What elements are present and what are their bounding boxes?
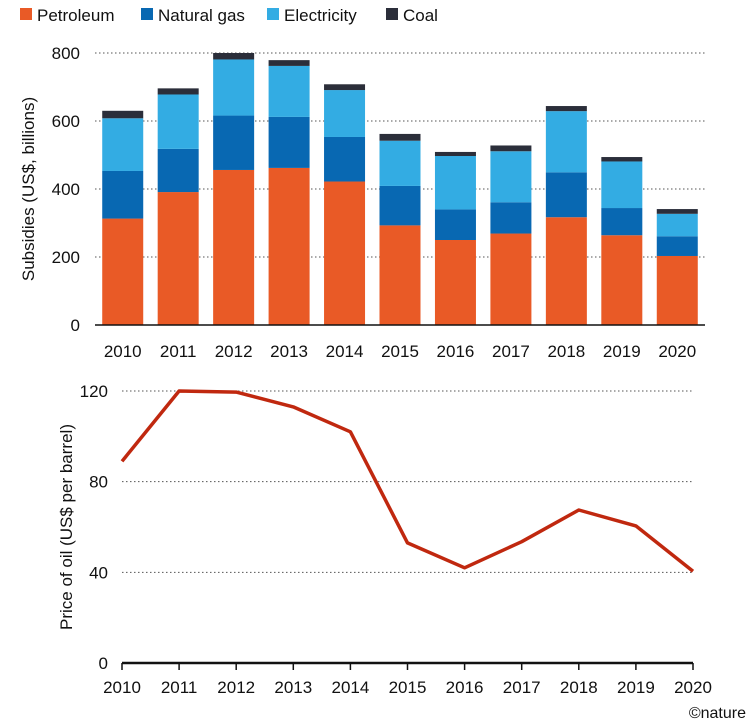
bar-natural-gas-2010 <box>102 170 144 219</box>
bar-natural-gas-2014 <box>324 136 366 182</box>
line-x-tick-labels: 2010 2011 2012 2013 2014 2015 2016 2017 2018 2019… <box>103 678 712 697</box>
bar-coal-2017 <box>490 145 532 152</box>
bar-coal-2015 <box>379 133 421 141</box>
bar-natural-gas-2015 <box>379 185 421 226</box>
bar-x-tick-label: 2013 <box>270 342 308 361</box>
bar-coal-2011 <box>157 88 199 95</box>
bar-electricity-2018 <box>545 111 587 173</box>
line-x-tick-label: 2017 <box>503 678 541 697</box>
line-y-tick-labels: 0 40 80 120 <box>80 382 108 673</box>
bar-x-tick-label: 2014 <box>326 342 364 361</box>
line-x-tick-label: 2020 <box>674 678 712 697</box>
bar-coal-2016 <box>434 151 476 157</box>
bar-x-tick-label: 2010 <box>104 342 142 361</box>
bar-y-tick-label: 400 <box>52 180 80 199</box>
bar-petroleum-2020 <box>656 255 698 325</box>
bar-petroleum-2018 <box>545 217 587 325</box>
bar-natural-gas-2017 <box>490 202 532 234</box>
bar-coal-2012 <box>213 53 255 60</box>
bar-petroleum-2014 <box>324 181 366 325</box>
legend-swatch-coal <box>386 8 398 20</box>
bar-natural-gas-2011 <box>157 148 199 193</box>
bar-electricity-2013 <box>268 65 310 117</box>
bar-x-tick-label: 2017 <box>492 342 530 361</box>
bar-x-tick-label: 2012 <box>215 342 253 361</box>
bar-petroleum-2011 <box>157 192 199 325</box>
line-x-tick-label: 2010 <box>103 678 141 697</box>
bar-coal-2013 <box>268 60 310 66</box>
legend-swatch-petroleum <box>20 8 32 20</box>
bar-petroleum-2017 <box>490 233 532 325</box>
oil-price-line <box>120 389 695 573</box>
bar-electricity-2010 <box>102 118 144 171</box>
bar-electricity-2011 <box>157 94 199 149</box>
line-x-tick-label: 2014 <box>331 678 369 697</box>
bar-series <box>102 53 698 325</box>
bar-petroleum-2019 <box>601 235 643 325</box>
bar-x-tick-label: 2020 <box>658 342 696 361</box>
line-y-tick-label: 40 <box>89 563 108 582</box>
legend-label-natural-gas: Natural gas <box>158 6 245 25</box>
legend-swatch-natural-gas <box>141 8 153 20</box>
bar-electricity-2020 <box>656 213 698 237</box>
bar-petroleum-2010 <box>102 218 144 325</box>
bar-electricity-2019 <box>601 161 643 209</box>
bar-natural-gas-2016 <box>434 209 476 240</box>
nature-credit: ©nature <box>689 705 746 722</box>
bar-y-tick-label: 0 <box>71 316 80 335</box>
line-x-tick-label: 2013 <box>274 678 312 697</box>
bar-natural-gas-2019 <box>601 208 643 236</box>
bar-electricity-2017 <box>490 151 532 203</box>
legend-label-electricity: Electricity <box>284 6 357 25</box>
line-y-tick-label: 120 <box>80 382 108 401</box>
line-y-axis-title: Price of oil (US$ per barrel) <box>57 424 76 630</box>
bar-y-axis-title: Subsidies (US$, billions) <box>19 97 38 281</box>
line-gridlines <box>122 390 693 573</box>
line-x-tick-label: 2016 <box>446 678 484 697</box>
bar-x-tick-labels: 2010 2011 2012 2013 2014 2015 2016 2017 2018 2019… <box>104 342 696 361</box>
bar-natural-gas-2020 <box>656 236 698 256</box>
bar-petroleum-2016 <box>434 240 476 325</box>
legend-swatch-electricity <box>267 8 279 20</box>
bar-electricity-2015 <box>379 140 421 186</box>
bar-coal-2020 <box>656 209 698 214</box>
bar-natural-gas-2012 <box>213 115 255 170</box>
bar-petroleum-2015 <box>379 225 421 325</box>
bar-petroleum-2013 <box>268 167 310 325</box>
line-y-tick-label: 80 <box>89 473 108 492</box>
bar-coal-2010 <box>102 110 144 119</box>
bar-y-tick-labels: 0 200 400 600 800 <box>52 44 80 335</box>
bar-y-tick-label: 800 <box>52 44 80 63</box>
line-x-tick-label: 2015 <box>389 678 427 697</box>
line-x-tick-label: 2011 <box>161 678 198 697</box>
bar-x-tick-label: 2015 <box>381 342 419 361</box>
bar-electricity-2012 <box>213 59 255 116</box>
line-y-tick-label: 0 <box>99 654 108 673</box>
legend-label-coal: Coal <box>403 6 438 25</box>
line-x-axis <box>121 661 694 670</box>
bar-electricity-2016 <box>434 156 476 210</box>
bar-y-tick-label: 600 <box>52 112 80 131</box>
legend: Petroleum Natural gas Electricity Coal <box>20 6 438 25</box>
bar-x-tick-label: 2016 <box>437 342 475 361</box>
bar-coal-2019 <box>601 157 643 162</box>
bar-coal-2014 <box>324 84 366 91</box>
bar-natural-gas-2013 <box>268 116 310 168</box>
bar-x-tick-label: 2011 <box>160 342 197 361</box>
legend-label-petroleum: Petroleum <box>37 6 114 25</box>
bar-x-tick-label: 2019 <box>603 342 641 361</box>
line-x-tick-label: 2019 <box>617 678 655 697</box>
bar-x-tick-label: 2018 <box>547 342 585 361</box>
bar-coal-2018 <box>545 106 587 112</box>
line-x-tick-label: 2012 <box>217 678 255 697</box>
line-x-tick-label: 2018 <box>560 678 598 697</box>
bar-natural-gas-2018 <box>545 172 587 218</box>
bar-y-tick-label: 200 <box>52 248 80 267</box>
bar-petroleum-2012 <box>213 169 255 325</box>
bar-electricity-2014 <box>324 90 366 137</box>
